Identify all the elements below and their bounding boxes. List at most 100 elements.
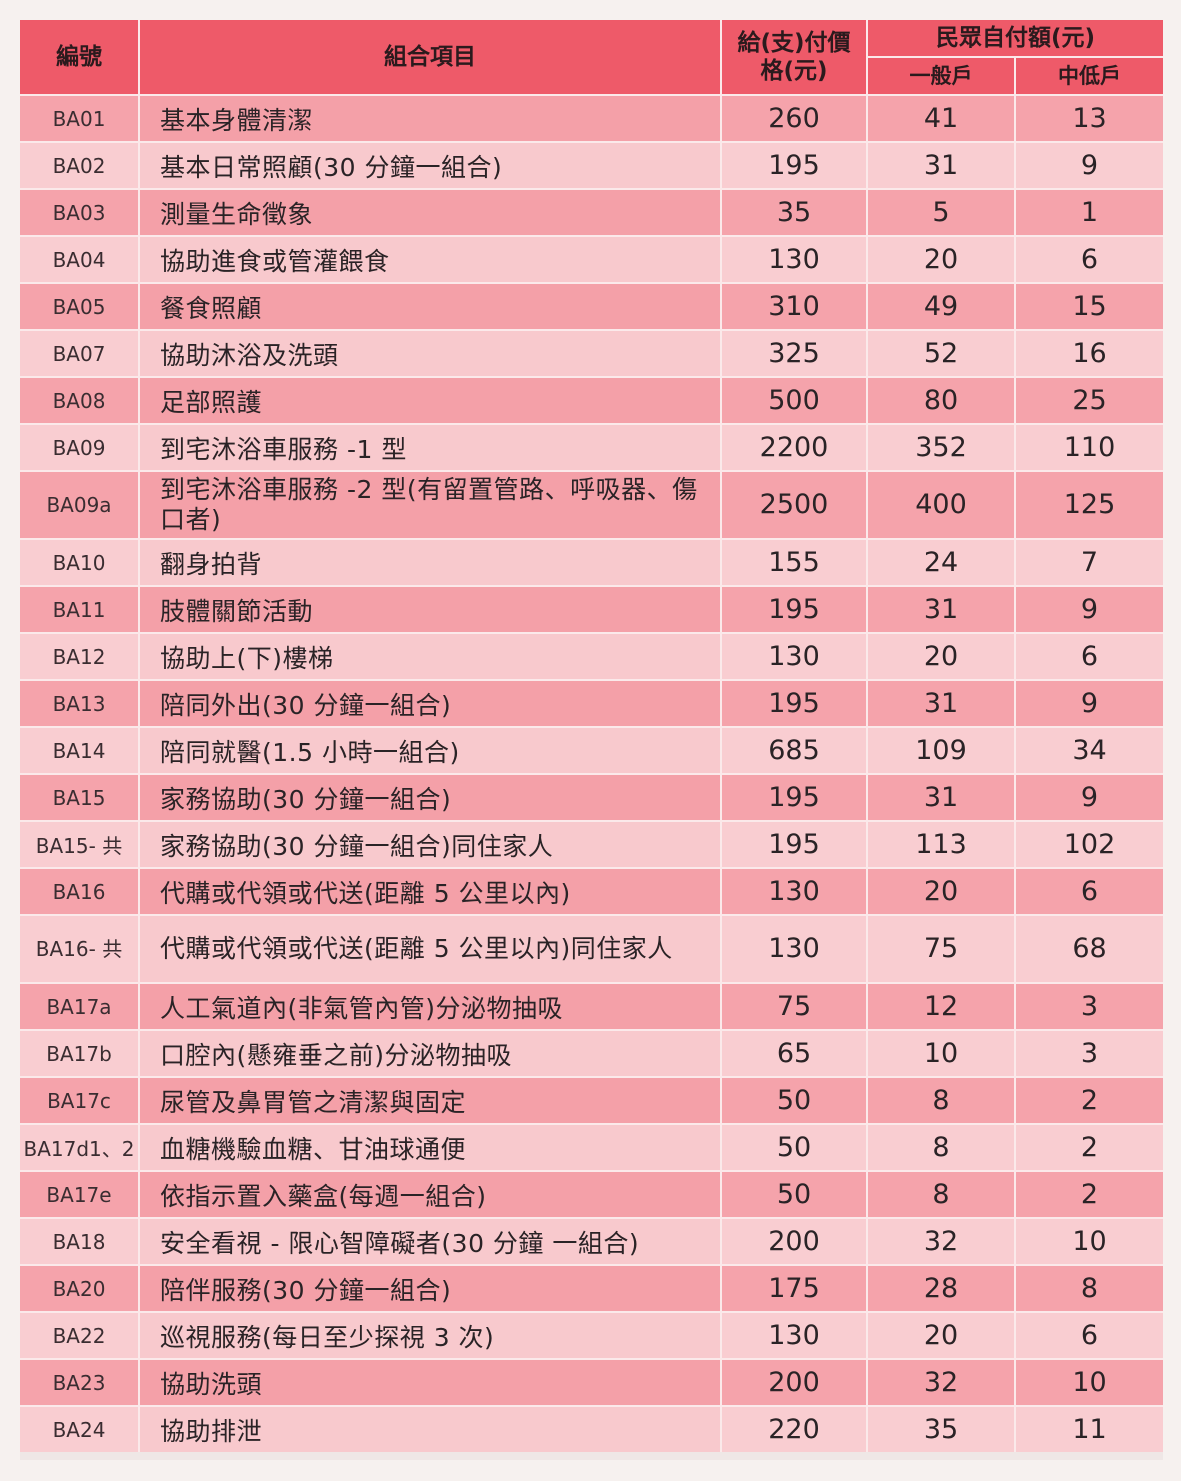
- row-price: 195: [722, 587, 868, 634]
- row-lowmid-copay: 15: [1016, 284, 1163, 331]
- row-code: BA15- 共: [20, 822, 140, 869]
- row-lowmid-copay: 125: [1016, 472, 1163, 540]
- row-general-copay: 28: [868, 1266, 1016, 1313]
- table-row: BA09 到宅沐浴車服務 -1 型 2200 352 110: [20, 425, 1163, 472]
- table-row: BA17d1、2 血糖機驗血糖、甘油球通便 50 8 2: [20, 1125, 1163, 1172]
- table-row: BA14 陪同就醫(1.5 小時一組合) 685 109 34: [20, 728, 1163, 775]
- table-row: BA18 安全看視 - 限心智障礙者(30 分鐘 一組合) 200 32 10: [20, 1219, 1163, 1266]
- row-lowmid-copay: 6: [1016, 869, 1163, 916]
- row-general-copay: 113: [868, 822, 1016, 869]
- row-item: 足部照護: [140, 378, 722, 425]
- table-row: BA20 陪伴服務(30 分鐘一組合) 175 28 8: [20, 1266, 1163, 1313]
- table-row: BA02 基本日常照顧(30 分鐘一組合) 195 31 9: [20, 143, 1163, 190]
- table-row: BA10 翻身拍背 155 24 7: [20, 540, 1163, 587]
- row-code: BA24: [20, 1407, 140, 1452]
- row-lowmid-copay: 9: [1016, 587, 1163, 634]
- row-general-copay: 75: [868, 916, 1016, 984]
- row-item: 餐食照顧: [140, 284, 722, 331]
- row-item: 家務協助(30 分鐘一組合)同住家人: [140, 822, 722, 869]
- table-row: BA15- 共家務協助(30 分鐘一組合)同住家人 195 113 102: [20, 822, 1163, 869]
- row-code: BA08: [20, 378, 140, 425]
- row-lowmid-copay: 9: [1016, 775, 1163, 822]
- row-price: 65: [722, 1031, 868, 1078]
- row-lowmid-copay: 3: [1016, 1031, 1163, 1078]
- row-code: BA16- 共: [20, 916, 140, 984]
- row-general-copay: 35: [868, 1407, 1016, 1452]
- row-item: 陪同就醫(1.5 小時一組合): [140, 728, 722, 775]
- row-lowmid-copay: 9: [1016, 143, 1163, 190]
- row-price: 685: [722, 728, 868, 775]
- row-lowmid-copay: 25: [1016, 378, 1163, 425]
- row-lowmid-copay: 6: [1016, 634, 1163, 681]
- table-row: BA01 基本身體清潔 260 41 13: [20, 96, 1163, 143]
- row-general-copay: 20: [868, 869, 1016, 916]
- row-item: 口腔內(懸雍垂之前)分泌物抽吸: [140, 1031, 722, 1078]
- table-row: BA16- 共代購或代領或代送(距離 5 公里以內)同住家人 130 75 68: [20, 916, 1163, 984]
- row-general-copay: 49: [868, 284, 1016, 331]
- row-general-copay: 20: [868, 1313, 1016, 1360]
- row-lowmid-copay: 13: [1016, 96, 1163, 143]
- table-row: BA22 巡視服務(每日至少探視 3 次) 130 20 6: [20, 1313, 1163, 1360]
- row-code: BA20: [20, 1266, 140, 1313]
- table-row: BA11 肢體關節活動 195 31 9: [20, 587, 1163, 634]
- row-code: BA15: [20, 775, 140, 822]
- row-lowmid-copay: 10: [1016, 1219, 1163, 1266]
- row-general-copay: 31: [868, 681, 1016, 728]
- header-code: 編號: [20, 20, 140, 96]
- row-general-copay: 400: [868, 472, 1016, 540]
- row-item: 協助沐浴及洗頭: [140, 331, 722, 378]
- row-general-copay: 41: [868, 96, 1016, 143]
- row-lowmid-copay: 34: [1016, 728, 1163, 775]
- header-general: 一般戶: [868, 58, 1016, 96]
- table-row: BA17c 尿管及鼻胃管之清潔與固定 50 8 2: [20, 1078, 1163, 1125]
- row-item: 巡視服務(每日至少探視 3 次): [140, 1313, 722, 1360]
- row-code: BA02: [20, 143, 140, 190]
- table-row: BA15 家務協助(30 分鐘一組合) 195 31 9: [20, 775, 1163, 822]
- price-table-sheet: 編號 組合項目 給(支)付價格(元) 民眾自付額(元) 一般戶 中低戶 BA01…: [20, 20, 1163, 1460]
- row-general-copay: 31: [868, 775, 1016, 822]
- row-item: 協助排泄: [140, 1407, 722, 1452]
- row-general-copay: 12: [868, 984, 1016, 1031]
- row-price: 130: [722, 634, 868, 681]
- row-price: 2500: [722, 472, 868, 540]
- row-lowmid-copay: 2: [1016, 1172, 1163, 1219]
- row-item: 肢體關節活動: [140, 587, 722, 634]
- row-code: BA14: [20, 728, 140, 775]
- row-price: 130: [722, 916, 868, 984]
- table-row: BA17b 口腔內(懸雍垂之前)分泌物抽吸 65 10 3: [20, 1031, 1163, 1078]
- row-item: 代購或代領或代送(距離 5 公里以內)同住家人: [140, 916, 722, 984]
- table-row: BA09a 到宅沐浴車服務 -2 型(有留置管路、呼吸器、傷口者) 2500 400 1…: [20, 472, 1163, 540]
- row-lowmid-copay: 7: [1016, 540, 1163, 587]
- row-price: 130: [722, 869, 868, 916]
- row-item: 協助洗頭: [140, 1360, 722, 1407]
- row-item: 代購或代領或代送(距離 5 公里以內): [140, 869, 722, 916]
- row-lowmid-copay: 3: [1016, 984, 1163, 1031]
- row-item: 協助進食或管灌餵食: [140, 237, 722, 284]
- table-row: BA08 足部照護 500 80 25: [20, 378, 1163, 425]
- row-lowmid-copay: 68: [1016, 916, 1163, 984]
- table-row: BA03 測量生命徵象 35 5 1: [20, 190, 1163, 237]
- row-price: 195: [722, 822, 868, 869]
- row-general-copay: 8: [868, 1125, 1016, 1172]
- row-lowmid-copay: 2: [1016, 1078, 1163, 1125]
- row-price: 175: [722, 1266, 868, 1313]
- row-lowmid-copay: 2: [1016, 1125, 1163, 1172]
- row-lowmid-copay: 8: [1016, 1266, 1163, 1313]
- row-price: 155: [722, 540, 868, 587]
- row-lowmid-copay: 110: [1016, 425, 1163, 472]
- row-code: BA03: [20, 190, 140, 237]
- row-general-copay: 5: [868, 190, 1016, 237]
- row-code: BA17b: [20, 1031, 140, 1078]
- row-price: 200: [722, 1219, 868, 1266]
- row-code: BA17e: [20, 1172, 140, 1219]
- row-lowmid-copay: 9: [1016, 681, 1163, 728]
- table-header: 編號 組合項目 給(支)付價格(元) 民眾自付額(元) 一般戶 中低戶: [20, 20, 1163, 96]
- row-code: BA17c: [20, 1078, 140, 1125]
- row-code: BA04: [20, 237, 140, 284]
- row-lowmid-copay: 6: [1016, 237, 1163, 284]
- row-price: 50: [722, 1078, 868, 1125]
- row-code: BA16: [20, 869, 140, 916]
- header-lowmid: 中低戶: [1016, 58, 1163, 96]
- row-price: 75: [722, 984, 868, 1031]
- row-general-copay: 52: [868, 331, 1016, 378]
